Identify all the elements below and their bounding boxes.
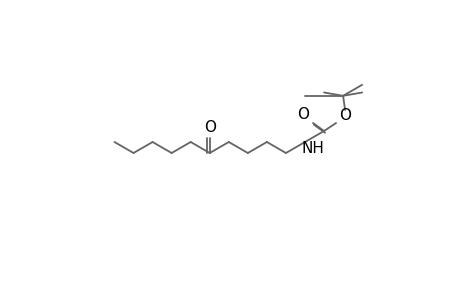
Text: O: O bbox=[297, 106, 308, 122]
Text: NH: NH bbox=[301, 140, 324, 155]
Text: O: O bbox=[203, 119, 215, 134]
Text: O: O bbox=[338, 107, 350, 122]
